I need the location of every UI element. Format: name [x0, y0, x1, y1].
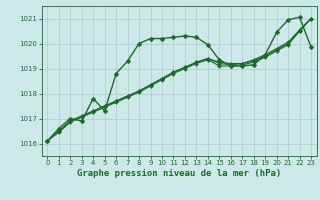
X-axis label: Graphe pression niveau de la mer (hPa): Graphe pression niveau de la mer (hPa) — [77, 169, 281, 178]
